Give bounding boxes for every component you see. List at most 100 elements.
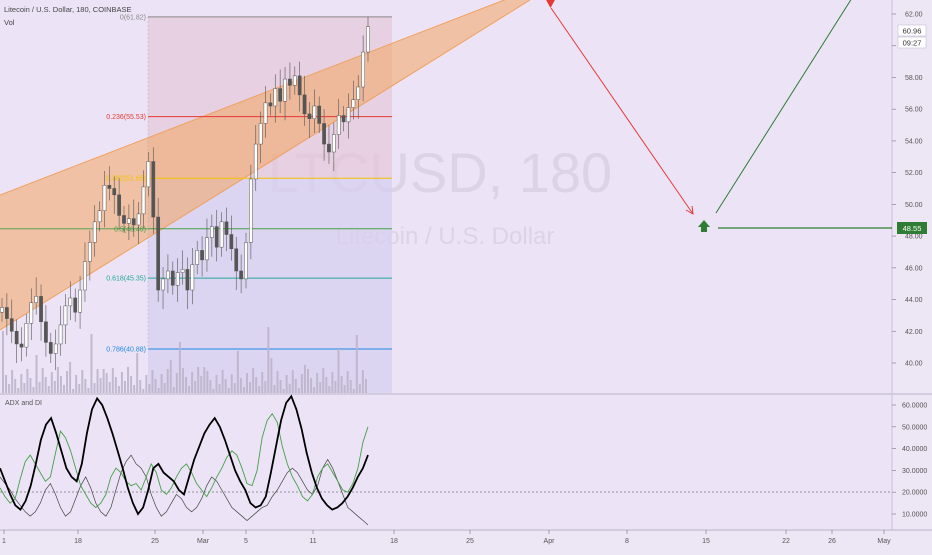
volume-bar	[313, 387, 316, 393]
fib-level-label: 0.236(55.53)	[106, 114, 146, 121]
wedge-upper-line[interactable]	[0, 0, 530, 196]
candle	[146, 161, 151, 188]
candle	[34, 296, 39, 303]
volume-bar	[139, 380, 142, 393]
candle	[19, 343, 24, 348]
candlesticks	[0, 17, 370, 371]
buy-arrow-icon[interactable]	[698, 220, 710, 232]
time-tick-label: 15	[702, 538, 710, 545]
volume-bar	[200, 376, 203, 393]
volume-bar	[114, 377, 117, 393]
volume-bar	[14, 379, 17, 393]
candle	[24, 323, 29, 348]
volume-bar	[349, 380, 352, 393]
price-tick-label: 44.00	[905, 297, 923, 304]
candle	[273, 88, 278, 107]
volume-bar	[252, 368, 255, 393]
price-tick-label: 54.00	[905, 138, 923, 145]
projection-down-line[interactable]	[550, 7, 694, 215]
time-tick-label: 11	[309, 538, 316, 545]
candle	[331, 134, 336, 153]
volume-bar	[288, 384, 291, 393]
fib-level-label: 0.786(40.88)	[106, 347, 146, 354]
volume-bar	[2, 331, 4, 393]
indicator-tick-label: 50.0000	[902, 424, 927, 431]
volume-bar	[151, 370, 154, 393]
volume-bar	[233, 383, 236, 393]
volume-bar	[340, 376, 343, 393]
candle	[92, 221, 97, 243]
candle	[292, 75, 297, 86]
candle	[180, 269, 185, 273]
volume-bar	[300, 374, 303, 393]
volume-bar	[163, 383, 166, 393]
di-plus-line	[0, 412, 369, 509]
time-tick-label: 8	[625, 538, 629, 545]
candle	[361, 51, 365, 88]
volume-bar	[105, 373, 108, 393]
candle	[112, 188, 117, 196]
candle	[283, 78, 287, 102]
candle	[151, 161, 156, 218]
volume-bar	[63, 385, 65, 393]
candle	[127, 218, 131, 224]
candle	[5, 307, 9, 319]
volume-bar	[191, 372, 194, 393]
candle	[44, 321, 48, 343]
volume-bar	[17, 388, 20, 393]
volume-bar	[47, 386, 50, 393]
volume-bars	[2, 327, 367, 393]
candle	[336, 115, 341, 135]
volume-bar	[270, 358, 273, 393]
di-minus-line	[0, 454, 369, 526]
candle	[209, 226, 214, 238]
projection-up-line[interactable]	[715, 0, 852, 214]
candle	[53, 343, 58, 354]
time-tick-label: Apr	[544, 538, 556, 545]
countdown-badge	[897, 36, 927, 49]
volume-bar	[127, 367, 130, 393]
time-tick-label: 26	[828, 538, 836, 545]
candle	[48, 342, 53, 354]
indicator-tick-label: 40.0000	[902, 446, 927, 453]
candle	[249, 178, 253, 243]
indicator-tick-label: 60.0000	[902, 403, 927, 410]
volume-bar	[96, 369, 99, 393]
volume-bar	[307, 369, 309, 393]
volume-bar	[358, 384, 361, 393]
volume-bar	[157, 388, 160, 393]
candle	[68, 297, 73, 307]
volume-bar	[44, 377, 47, 393]
volume-bar	[230, 374, 233, 393]
candle	[312, 105, 317, 119]
indicator-axis[interactable]: 60.0000 50.0000 40.0000 30.0000 20.0000 10.00…	[892, 403, 927, 519]
fib-retracement[interactable]: 0(61.82) 0.236(55.53) 0.382(51.65) 0.5(48.4…	[0, 14, 392, 354]
volume-bar	[297, 388, 300, 393]
candle	[97, 210, 102, 223]
indicator-tick-label: 10.0000	[902, 512, 927, 519]
wedge-lower-line[interactable]	[0, 0, 531, 331]
volume-bar	[197, 367, 200, 393]
volume-bar	[337, 349, 340, 393]
volume-bar	[5, 375, 8, 393]
fib-level-label: 0.5(48.46)	[114, 226, 146, 233]
volume-bar	[59, 376, 62, 393]
candle	[175, 272, 180, 286]
candle	[302, 94, 307, 115]
volume-bar	[319, 382, 322, 393]
volume-bar	[334, 381, 337, 393]
down-marker-icon[interactable]	[545, 0, 556, 8]
volume-bar	[102, 369, 105, 393]
candle	[341, 115, 346, 123]
candle	[0, 307, 4, 313]
candle	[366, 26, 370, 53]
candle	[117, 194, 121, 216]
candle	[78, 289, 82, 313]
volume-bar	[285, 375, 288, 393]
arrow-head-icon	[685, 205, 694, 215]
volume-bar	[41, 368, 44, 393]
time-axis[interactable]: 1 18 25 Mar 5 11 18 25 Apr 8 15 22 26 May	[2, 530, 891, 545]
indicator-pane[interactable]	[0, 395, 892, 529]
